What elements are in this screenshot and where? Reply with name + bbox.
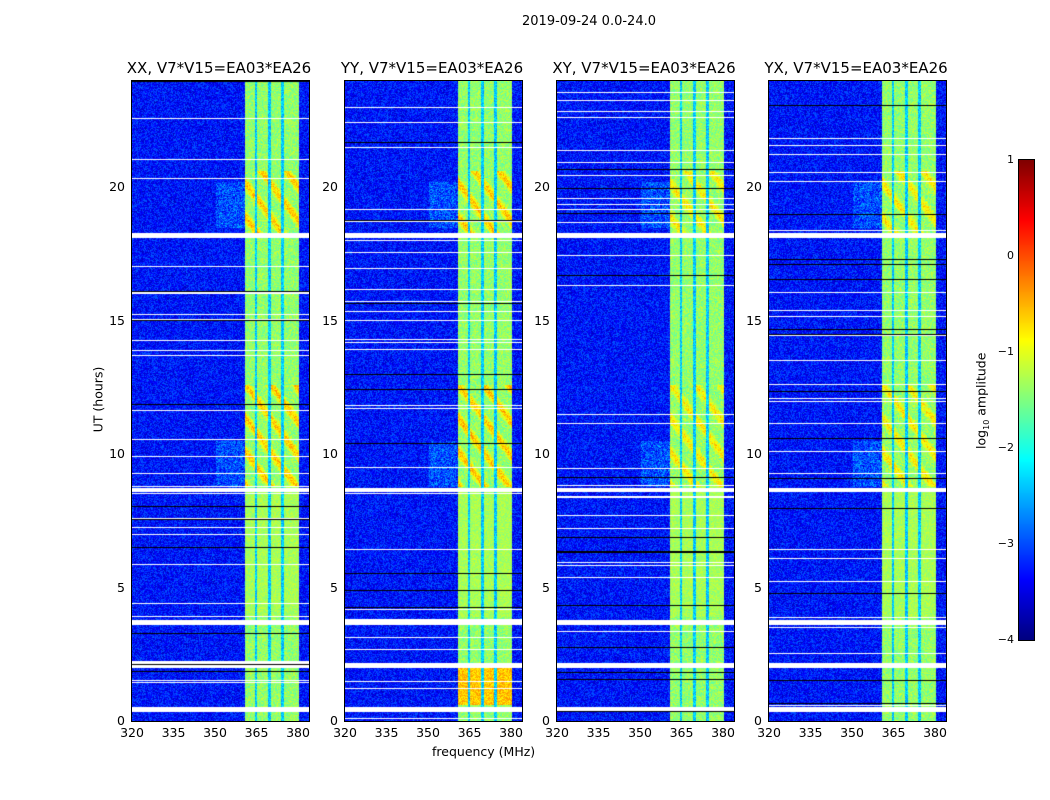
y-tick-label: 5 <box>754 579 762 595</box>
heatmap-canvas <box>345 81 522 721</box>
x-tick-label: 350 <box>203 725 227 740</box>
y-tick-label: 0 <box>542 713 550 728</box>
y-tick-label: 0 <box>330 713 338 728</box>
x-tick-label: 380 <box>711 725 735 740</box>
heatmap-canvas <box>557 81 734 721</box>
heatmap-panel <box>768 80 947 722</box>
colorbar-tick-label: −2 <box>997 441 1014 454</box>
colorbar-tick-label: 1 <box>1007 153 1014 166</box>
y-tick-label: 15 <box>746 312 762 328</box>
y-tick-label: 20 <box>534 179 550 194</box>
heatmap-canvas <box>132 81 309 721</box>
panel-title: YY, V7*V15=EA03*EA26 <box>340 59 524 77</box>
x-axis-label: frequency (MHz) <box>432 744 536 759</box>
y-tick-label: 10 <box>322 446 338 461</box>
x-tick-label: 380 <box>286 725 310 740</box>
y-axis-label: UT (hours) <box>90 366 106 433</box>
figure-title: 2019-09-24 0.0-24.0 <box>522 14 656 29</box>
y-tick-label: 0 <box>117 713 125 728</box>
x-tick-label: 320 <box>120 725 144 740</box>
y-tick-label: 5 <box>330 579 338 595</box>
y-tick-label: 20 <box>746 179 762 194</box>
x-tick-label: 350 <box>628 725 652 740</box>
x-tick-label: 320 <box>757 725 781 740</box>
colorbar-gradient <box>1019 160 1034 640</box>
panel-title: XY, V7*V15=EA03*EA26 <box>552 59 736 77</box>
heatmap-panel <box>344 80 523 722</box>
y-tick-label: 10 <box>746 446 762 461</box>
x-tick-label: 365 <box>244 725 269 740</box>
colorbar-tick-label: 0 <box>1007 249 1014 262</box>
x-tick-label: 365 <box>669 725 694 740</box>
y-tick-label: 20 <box>109 179 125 194</box>
colorbar <box>1018 159 1035 641</box>
heatmap-panel <box>556 80 735 722</box>
x-tick-label: 335 <box>374 725 399 740</box>
y-tick-label: 0 <box>754 713 762 728</box>
y-tick-label: 20 <box>322 179 338 194</box>
x-tick-label: 335 <box>161 725 186 740</box>
x-tick-label: 365 <box>457 725 482 740</box>
x-tick-label: 320 <box>545 725 569 740</box>
x-tick-label: 335 <box>586 725 611 740</box>
colorbar-tick-label: −3 <box>997 537 1014 550</box>
colorbar-tick-label: −1 <box>997 345 1014 358</box>
y-tick-label: 10 <box>534 446 550 461</box>
y-tick-label: 15 <box>109 312 125 328</box>
panel-title: YX, V7*V15=EA03*EA26 <box>764 59 948 77</box>
y-tick-label: 10 <box>109 446 125 461</box>
heatmap-panel <box>131 80 310 722</box>
y-tick-label: 5 <box>117 579 125 595</box>
y-tick-label: 15 <box>322 312 338 328</box>
y-tick-label: 5 <box>542 579 550 595</box>
x-tick-label: 320 <box>333 725 357 740</box>
colorbar-label: log10 amplitude <box>973 352 991 449</box>
x-tick-label: 350 <box>416 725 440 740</box>
colorbar-tick-label: −4 <box>997 633 1014 646</box>
x-tick-label: 380 <box>499 725 523 740</box>
x-tick-label: 365 <box>881 725 906 740</box>
x-tick-label: 335 <box>798 725 823 740</box>
x-tick-label: 380 <box>923 725 947 740</box>
panel-title: XX, V7*V15=EA03*EA26 <box>126 59 312 77</box>
y-tick-label: 15 <box>534 312 550 328</box>
x-tick-label: 350 <box>840 725 864 740</box>
heatmap-canvas <box>769 81 946 721</box>
